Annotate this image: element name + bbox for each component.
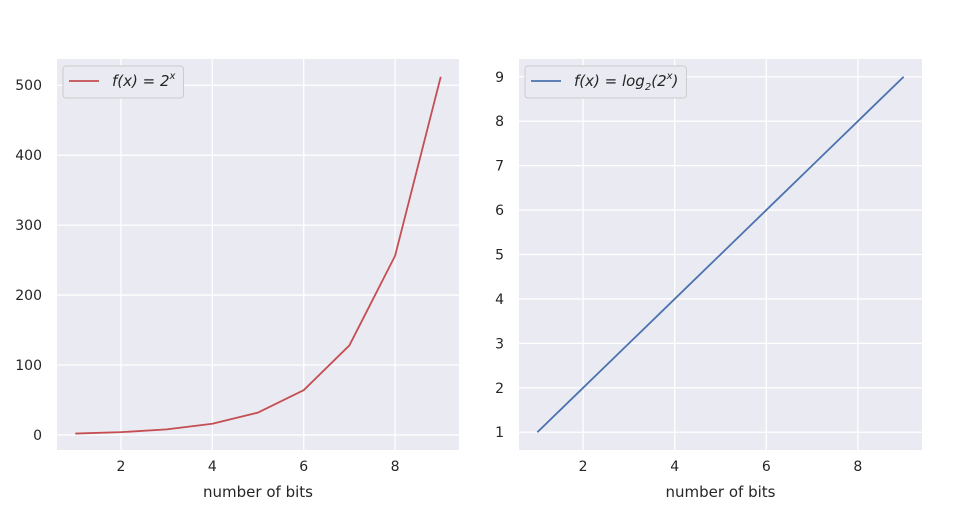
legend: f(x) = 2x​ [62, 65, 185, 99]
y-tick-label: 200 [15, 288, 42, 304]
y-tick-label: 300 [15, 218, 42, 234]
y-tick-label: 400 [15, 148, 42, 164]
y-tick-label: 6 [495, 203, 504, 219]
x-tick-label: 2 [116, 459, 125, 475]
y-tick-label: 7 [495, 159, 504, 175]
series-line-1 [536, 76, 905, 433]
y-tick-label: 5 [495, 248, 504, 264]
y-tick-label: 8 [495, 114, 504, 130]
x-tick-label: 6 [762, 459, 771, 475]
x-tick-label: 8 [853, 459, 862, 475]
y-tick-label: 4 [495, 292, 504, 308]
chart-2: 2 4 6 8 1 2 3 4 5 6 7 8 9 number of bits f(x) = log2(2… [495, 59, 922, 501]
legend: f(x) = log2(2x) [524, 65, 687, 99]
y-tick-label: 100 [15, 358, 42, 374]
y-tick-label: 2 [495, 381, 504, 397]
x-axis-label: number of bits [666, 483, 776, 501]
y-tick-label: 0 [33, 428, 42, 444]
y-tick-label: 9 [495, 70, 504, 86]
x-tick-label: 4 [670, 459, 679, 475]
legend-box [62, 65, 185, 99]
x-axis-label: number of bits [203, 483, 313, 501]
y-tick-label: 1 [495, 425, 504, 441]
y-tick-label: 500 [15, 78, 42, 94]
legend-label: f(x) = log2(2x) [574, 71, 678, 93]
chart-1: 2 4 6 8 0 100 200 300 400 500 number of bits f(x) =… [15, 59, 459, 501]
x-tick-label: 2 [579, 459, 588, 475]
plot-area [57, 59, 459, 450]
series-line-1 [75, 76, 442, 435]
legend-box [524, 65, 687, 99]
x-tick-label: 8 [391, 459, 400, 475]
y-tick-label: 3 [495, 336, 504, 352]
x-tick-label: 4 [208, 459, 217, 475]
legend-label: f(x) = 2x​ [112, 71, 176, 90]
x-tick-label: 6 [299, 459, 308, 475]
